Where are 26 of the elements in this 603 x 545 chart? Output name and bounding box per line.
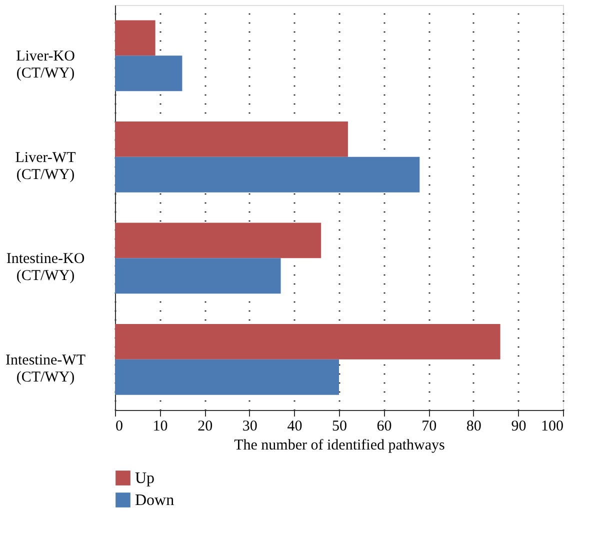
bar — [115, 359, 339, 395]
y-tick-label: Liver-KO (CT/WY) — [16, 48, 76, 82]
x-tick-label: 100 — [541, 418, 564, 434]
bar — [115, 20, 156, 56]
bar — [115, 324, 500, 360]
x-tick-label: 70 — [422, 418, 437, 434]
x-axis-title: The number of identified pathways — [234, 438, 446, 454]
x-tick-label: 60 — [376, 418, 392, 434]
legend-label: Up — [135, 470, 155, 487]
x-tick-label: 80 — [466, 418, 482, 434]
x-tick-label: 0 — [116, 418, 123, 434]
bar — [115, 258, 281, 294]
x-tick-label: 30 — [242, 418, 258, 434]
y-tick-label: Intestine-KO (CT/WY) — [6, 251, 85, 284]
x-tick-label: 10 — [152, 418, 168, 434]
bar — [115, 156, 420, 192]
x-tick-label: 20 — [198, 418, 213, 434]
bar — [115, 121, 348, 157]
legend-label: Down — [135, 492, 174, 509]
x-tick-label: 50 — [332, 418, 347, 434]
x-tick-label: 40 — [287, 418, 302, 434]
x-tick-label: 90 — [511, 418, 526, 434]
bar — [115, 56, 182, 92]
y-tick-label: Intestine-WT (CT/WY) — [6, 352, 86, 386]
y-tick-label: Liver-WT (CT/WY) — [15, 150, 76, 183]
bar — [115, 222, 322, 258]
